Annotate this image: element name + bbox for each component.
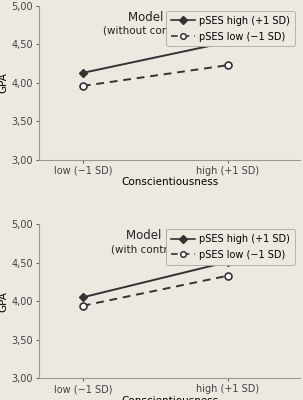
Y-axis label: GPA: GPA bbox=[0, 72, 9, 93]
X-axis label: Conscientiousness: Conscientiousness bbox=[121, 396, 218, 400]
Text: (without controls): (without controls) bbox=[103, 26, 195, 36]
Legend: pSES high (+1 SD), pSES low (−1 SD): pSES high (+1 SD), pSES low (−1 SD) bbox=[166, 11, 295, 46]
Text: Model II: Model II bbox=[126, 229, 172, 242]
Text: Model I: Model I bbox=[128, 11, 170, 24]
Text: (with controls): (with controls) bbox=[111, 244, 187, 254]
Y-axis label: GPA: GPA bbox=[0, 291, 9, 312]
X-axis label: Conscientiousness: Conscientiousness bbox=[121, 177, 218, 187]
Legend: pSES high (+1 SD), pSES low (−1 SD): pSES high (+1 SD), pSES low (−1 SD) bbox=[166, 229, 295, 265]
